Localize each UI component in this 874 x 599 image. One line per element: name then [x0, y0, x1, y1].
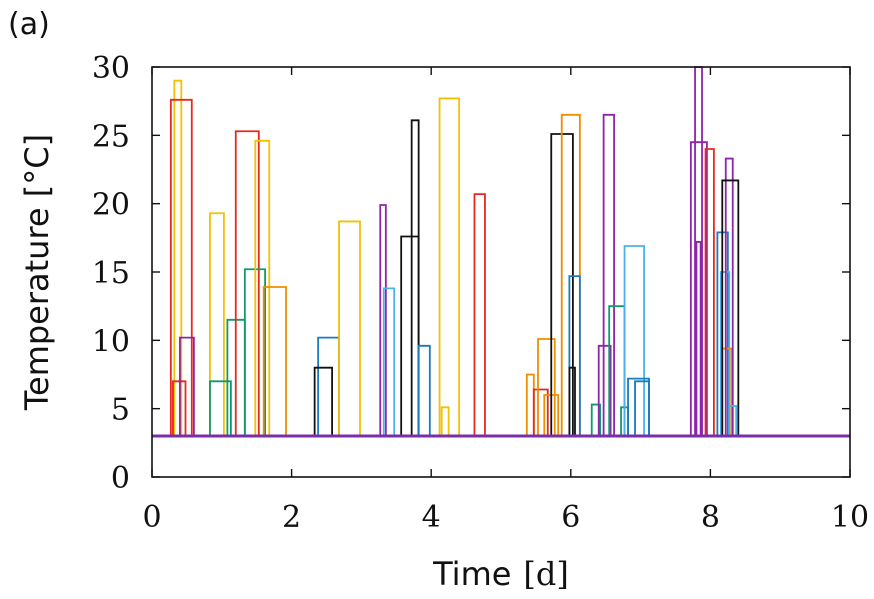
pulse-1 [173, 79, 183, 436]
pulse-37 [627, 377, 650, 436]
x-tick-label: 2 [282, 500, 301, 535]
pulse-4 [179, 336, 195, 436]
x-tick-label: 6 [561, 500, 580, 535]
pulse-24 [532, 388, 549, 436]
x-axis-title: Time [432, 555, 511, 593]
pulse-23 [525, 373, 535, 436]
pulse-25 [537, 338, 556, 436]
pulse-12 [317, 336, 340, 436]
y-tick-label: 5 [111, 393, 130, 428]
y-tick-label: 0 [111, 461, 130, 496]
pulse-36 [623, 245, 645, 436]
y-tick-label: 25 [92, 119, 130, 154]
pulse-14 [338, 220, 361, 436]
pulse-8 [234, 130, 260, 436]
pulse-32 [597, 344, 612, 436]
pulse-47 [721, 179, 740, 436]
pulse-6 [209, 380, 232, 436]
y-tick-label: 20 [92, 188, 130, 223]
x-axis-unit: [d] [523, 555, 568, 593]
y-axis-title: Temperature [°C] [18, 134, 56, 411]
pulse-15 [379, 204, 387, 436]
pulse-5 [209, 212, 225, 436]
pulse-42 [704, 148, 715, 436]
pulse-41 [695, 241, 702, 436]
x-tick-label: 8 [701, 500, 720, 535]
pulse-33 [602, 113, 615, 436]
pulse-48 [728, 405, 738, 436]
x-tick-label: 0 [142, 500, 161, 535]
pulse-38 [634, 380, 650, 436]
pulse-46 [724, 157, 734, 436]
y-tick-label: 10 [92, 324, 130, 359]
pulse-30 [568, 366, 576, 436]
pulse-19 [417, 344, 431, 436]
pulse-21 [440, 406, 450, 436]
plot-frame [151, 66, 851, 478]
x-tick-label: 4 [422, 500, 441, 535]
pulse-39 [689, 141, 708, 436]
pulse-20 [438, 97, 461, 436]
pulse-31 [590, 403, 602, 436]
pulse-13 [313, 366, 333, 436]
x-tick-label: 10 [831, 500, 869, 535]
axis-ticks: 0 2 4 6 8 10 0 5 10 15 20 25 30 [92, 51, 869, 535]
y-tick-label: 15 [92, 256, 130, 291]
pulse-2 [169, 98, 193, 436]
pulse-18 [410, 119, 420, 436]
pulse-22 [473, 193, 486, 436]
pulse-16 [382, 287, 396, 436]
pulse-17 [400, 235, 420, 436]
plot-area [152, 66, 850, 438]
x-axis-label: Time [d] [432, 555, 569, 593]
panel-label: (a) [8, 7, 50, 42]
pulse-34 [608, 305, 626, 436]
y-tick-label: 30 [92, 51, 130, 86]
pulse-11 [262, 286, 287, 436]
pulse-29 [568, 275, 581, 436]
pulse-10 [254, 139, 271, 436]
y-axis-label: Temperature [°C] [18, 134, 56, 411]
